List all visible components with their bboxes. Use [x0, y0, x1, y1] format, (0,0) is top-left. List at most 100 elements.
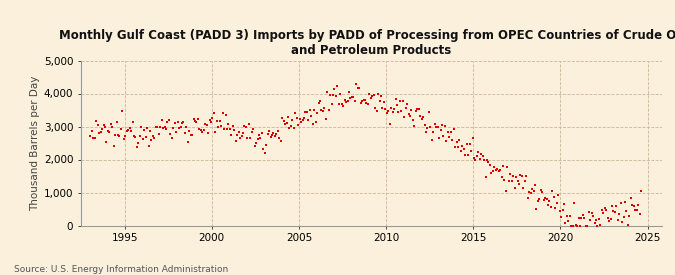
Point	[412, 106, 423, 111]
Point	[385, 106, 396, 110]
Point	[173, 125, 184, 130]
Point	[336, 102, 347, 106]
Point	[592, 223, 603, 228]
Point	[300, 110, 311, 115]
Point	[454, 138, 465, 142]
Point	[480, 175, 491, 179]
Point	[287, 118, 298, 122]
Point	[140, 135, 151, 139]
Point	[167, 136, 178, 141]
Point	[627, 202, 638, 207]
Point	[331, 94, 342, 98]
Point	[258, 147, 269, 151]
Point	[188, 117, 199, 122]
Point	[184, 129, 194, 133]
Point	[471, 154, 482, 158]
Point	[505, 172, 516, 176]
Point	[502, 165, 513, 169]
Point	[85, 134, 96, 138]
Point	[371, 109, 382, 114]
Point	[171, 130, 182, 134]
Point	[364, 92, 375, 96]
Point	[622, 223, 633, 227]
Point	[526, 187, 537, 191]
Title: Monthly Gulf Coast (PADD 3) Imports by PADD of Processing from OPEC Countries of: Monthly Gulf Coast (PADD 3) Imports by P…	[59, 29, 675, 57]
Point	[460, 153, 470, 157]
Point	[342, 99, 353, 103]
Point	[559, 202, 570, 207]
Point	[248, 127, 259, 131]
Point	[563, 218, 574, 223]
Point	[544, 199, 555, 203]
Point	[267, 133, 277, 137]
Point	[422, 126, 433, 130]
Point	[277, 116, 288, 120]
Point	[452, 145, 463, 150]
Point	[238, 131, 248, 135]
Point	[463, 153, 474, 158]
Point	[515, 172, 526, 177]
Point	[296, 120, 306, 124]
Point	[271, 132, 281, 137]
Point	[332, 84, 343, 88]
Point	[151, 125, 161, 130]
Point	[435, 128, 446, 132]
Point	[319, 106, 329, 110]
Point	[315, 99, 325, 104]
Point	[185, 132, 196, 137]
Point	[139, 127, 150, 132]
Point	[522, 196, 533, 200]
Point	[100, 125, 111, 129]
Point	[158, 126, 169, 131]
Point	[487, 169, 498, 173]
Point	[419, 123, 430, 127]
Point	[377, 105, 388, 110]
Point	[595, 223, 605, 228]
Point	[217, 111, 228, 116]
Point	[232, 133, 242, 137]
Point	[508, 174, 518, 178]
Point	[206, 120, 217, 124]
Point	[302, 110, 313, 114]
Point	[582, 223, 593, 228]
Point	[458, 147, 469, 152]
Point	[451, 140, 462, 144]
Point	[348, 95, 359, 99]
Point	[181, 125, 192, 129]
Point	[365, 96, 376, 100]
Point	[201, 123, 212, 127]
Point	[341, 100, 352, 104]
Point	[489, 165, 500, 169]
Point	[547, 189, 558, 193]
Point	[400, 105, 411, 110]
Point	[447, 138, 458, 142]
Point	[448, 127, 459, 132]
Point	[127, 120, 138, 125]
Point	[482, 158, 493, 162]
Point	[631, 207, 642, 212]
Point	[317, 109, 328, 113]
Point	[304, 108, 315, 112]
Point	[168, 126, 179, 130]
Point	[514, 182, 524, 186]
Point	[431, 125, 441, 129]
Point	[456, 149, 466, 154]
Point	[389, 106, 400, 111]
Point	[163, 117, 174, 122]
Point	[396, 109, 407, 113]
Point	[370, 106, 381, 110]
Point	[566, 223, 576, 228]
Point	[345, 95, 356, 100]
Point	[540, 195, 551, 200]
Point	[425, 125, 436, 129]
Point	[538, 198, 549, 202]
Point	[628, 204, 639, 208]
Point	[344, 90, 354, 94]
Point	[493, 169, 504, 174]
Point	[383, 109, 394, 113]
Point	[273, 129, 284, 133]
Point	[549, 195, 560, 199]
Point	[495, 167, 506, 172]
Point	[142, 126, 153, 130]
Point	[225, 126, 236, 131]
